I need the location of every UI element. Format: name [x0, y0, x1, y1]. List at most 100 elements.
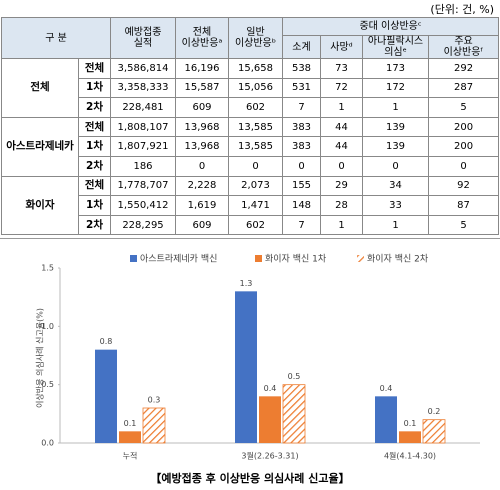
- table-cell: 1: [362, 97, 429, 118]
- bar: [259, 396, 281, 443]
- x-tick-label: 누적: [123, 451, 138, 461]
- table-cell: 1,619: [175, 195, 229, 216]
- table-cell: 531: [282, 77, 321, 99]
- value-label: 0.1: [124, 419, 137, 428]
- table-cell: 172: [362, 77, 429, 99]
- bar: [375, 396, 397, 443]
- table-cell: 602: [228, 214, 283, 236]
- table-cell: 1: [362, 214, 429, 236]
- row-label: 1차: [78, 195, 111, 216]
- table-row: 2차 186 0 0 0 0 0 0: [2, 155, 500, 177]
- table-cell: 292: [427, 58, 500, 79]
- table-cell: 228,295: [110, 214, 176, 236]
- unit-note: (단위: 건, %): [430, 3, 494, 16]
- header-cell: 주요 이상반응ᶠ: [427, 35, 500, 59]
- table-cell: 13,585: [228, 136, 283, 157]
- row-label: 2차: [78, 155, 111, 177]
- row-label: 2차: [78, 214, 111, 236]
- table-cell: 92: [427, 175, 500, 197]
- table-cell: 186: [110, 155, 176, 177]
- table-cell: 0: [427, 155, 500, 177]
- table-cell: 7: [282, 97, 321, 118]
- table-cell: 0: [320, 155, 363, 177]
- table-cell: 383: [282, 116, 321, 138]
- table-cell: 1,807,921: [110, 136, 176, 157]
- table-cell: 3,358,333: [110, 77, 176, 99]
- bar: [422, 419, 446, 444]
- table-cell: 609: [175, 97, 229, 118]
- header-cell: 중대 이상반응ᶜ: [281, 17, 500, 36]
- value-label: 0.1: [404, 419, 417, 428]
- table-row: 구 분 예방접종 실적 전체 이상반응ᵃ 일반 이상반응ᵇ 중대 이상반응ᶜ: [1, 17, 500, 59]
- value-label: 0.4: [380, 384, 393, 393]
- table-cell: 87: [427, 195, 500, 216]
- table-cell: 15,658: [228, 58, 283, 79]
- legend-swatch: [357, 255, 364, 262]
- group-label: 아스트라제네카: [1, 116, 79, 177]
- table-cell: 33: [362, 195, 429, 216]
- y-tick-label: 1.5: [41, 264, 54, 273]
- table-cell: 139: [362, 116, 429, 138]
- table-cell: 155: [282, 175, 321, 197]
- table-cell: 13,585: [228, 116, 283, 138]
- table-cell: 200: [427, 136, 500, 157]
- bar: [282, 384, 306, 444]
- table-cell: 3,586,814: [110, 58, 176, 79]
- table-cell: 200: [427, 116, 500, 138]
- value-label: 0.4: [264, 384, 277, 393]
- legend-label: 화이자 백신 2차: [367, 253, 429, 265]
- x-tick-label: 3월(2.26-3.31): [241, 451, 298, 461]
- table-cell: 73: [320, 58, 363, 79]
- table-cell: 2,073: [228, 175, 283, 197]
- table-cell: 44: [320, 116, 363, 138]
- legend-label: 화이자 백신 1차: [265, 253, 327, 265]
- row-label: 1차: [78, 136, 111, 157]
- group-label: 화이자: [1, 175, 79, 236]
- value-label: 0.3: [148, 396, 161, 405]
- table-cell: 13,968: [175, 116, 229, 138]
- table-cell: 139: [362, 136, 429, 157]
- table-cell: 5: [427, 214, 500, 236]
- table-row: 2차 228,295 609 602 7 1 1 5: [2, 214, 500, 236]
- legend-swatch: [130, 255, 137, 262]
- row-label: 전체: [78, 116, 111, 138]
- table-row: 전체 전체 3,586,814 16,196 15,658 538 73 173 292: [1, 58, 500, 118]
- table-cell: 383: [282, 136, 321, 157]
- header-cell: 예방접종 실적: [110, 17, 176, 59]
- table-cell: 72: [320, 77, 363, 99]
- row-label: 전체: [78, 175, 111, 197]
- table-cell: 228,481: [110, 97, 176, 118]
- x-tick-label: 4월(4.1-4.30): [384, 451, 436, 461]
- table-cell: 13,968: [175, 136, 229, 157]
- table-cell: 1,471: [228, 195, 283, 216]
- row-label: 1차: [78, 77, 111, 99]
- value-label: 0.2: [428, 407, 441, 416]
- y-tick-label: 0.0: [41, 439, 54, 448]
- table-cell: 287: [427, 77, 500, 99]
- table-cell: 602: [228, 97, 283, 118]
- table-cell: 148: [282, 195, 321, 216]
- table-cell: 1: [320, 214, 363, 236]
- header-cell: 구 분: [1, 17, 111, 59]
- value-label: 0.5: [288, 372, 301, 381]
- legend-label: 아스트라제네카 백신: [140, 254, 217, 265]
- table-cell: 1,808,107: [110, 116, 176, 138]
- header-cell: 일반 이상반응ᵇ: [228, 17, 283, 59]
- table-cell: 0: [282, 155, 321, 177]
- row-label: 전체: [78, 58, 111, 79]
- table-cell: 538: [282, 58, 321, 79]
- table-cell: 15,056: [228, 77, 283, 99]
- header-cell: 전체 이상반응ᵃ: [175, 17, 229, 59]
- y-axis-label: 이상반응 의심사례 신고율(%): [35, 308, 45, 408]
- table-cell: 173: [362, 58, 429, 79]
- table-cell: 0: [175, 155, 229, 177]
- caption: 【예방접종 후 이상반응 의심사례 신고율】: [150, 471, 349, 485]
- table-cell: 1: [320, 97, 363, 118]
- bar: [142, 407, 166, 444]
- chart: 이상반응 의심사례 신고율(%) 【예방접종 후 이상반응 의심사례 신고율】 …: [0, 238, 500, 485]
- table-row: 소계 사망ᵈ 아나필락시스 의심ᵉ 주요 이상반응ᶠ: [2, 35, 500, 59]
- bar: [95, 349, 117, 443]
- table-cell: 29: [320, 175, 363, 197]
- header-cell: 소계: [282, 35, 321, 59]
- table-row: 아스트라제네카 전체 1,808,107 13,968 13,585 383 44 139 20…: [1, 116, 500, 177]
